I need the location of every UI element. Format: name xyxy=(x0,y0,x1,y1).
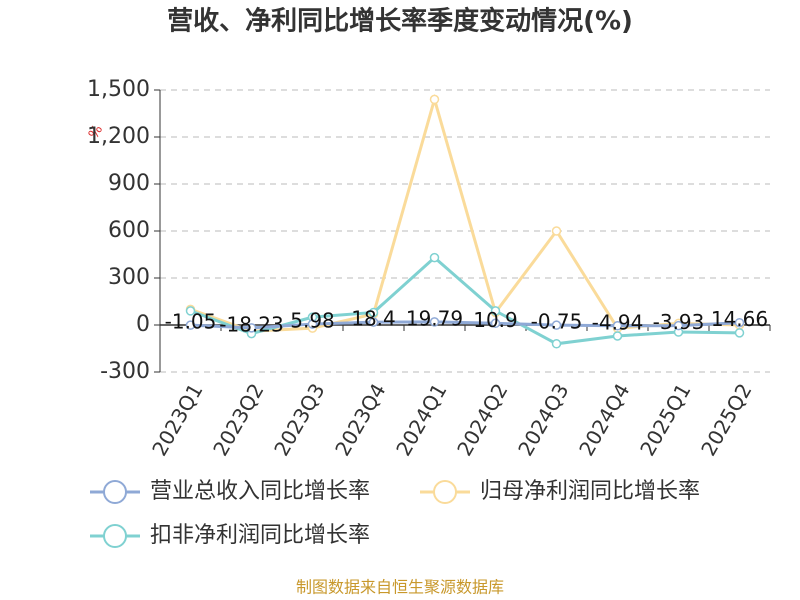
legend-label: 扣非净利润同比增长率 xyxy=(150,523,370,548)
point xyxy=(612,321,623,331)
point xyxy=(246,323,257,333)
point xyxy=(673,320,684,331)
x-tick-label: 2023Q2 xyxy=(208,379,268,460)
point xyxy=(734,317,745,328)
x-tick-label: 2024Q3 xyxy=(513,379,573,460)
series-line xyxy=(189,93,740,333)
x-tick-label: 2023Q1 xyxy=(147,379,207,460)
point xyxy=(490,306,501,316)
series-line xyxy=(190,320,740,330)
point xyxy=(368,307,379,318)
point xyxy=(612,331,623,341)
point xyxy=(551,339,562,349)
data-label: -18.23 xyxy=(219,312,283,336)
data-label: -3.93 xyxy=(653,310,705,334)
point xyxy=(429,317,440,327)
y-tick-label: -300 xyxy=(100,359,150,384)
point xyxy=(368,317,379,327)
data-label: 19.79 xyxy=(406,306,463,330)
y-tick-label: 900 xyxy=(108,171,150,196)
point xyxy=(429,252,440,263)
x-tick-label: 2025Q1 xyxy=(635,379,695,460)
legend-marker xyxy=(433,480,457,504)
point xyxy=(551,320,562,330)
point xyxy=(429,94,440,105)
point xyxy=(551,226,562,236)
data-label: -1.05 xyxy=(165,310,217,334)
point xyxy=(734,328,745,338)
x-tick-label: 2025Q2 xyxy=(696,379,756,460)
chart-title: 营收、净利同比增长率季度变动情况(%) xyxy=(167,6,633,37)
point xyxy=(490,318,501,329)
y-tick-label: 1,500 xyxy=(87,77,150,102)
legend-marker xyxy=(103,524,127,548)
data-label: 18.4 xyxy=(351,307,396,331)
x-tick-label: 2023Q4 xyxy=(330,379,390,460)
data-label: 10.9 xyxy=(473,308,518,332)
x-tick-label: 2024Q4 xyxy=(574,379,634,460)
data-label: -4.94 xyxy=(592,310,644,334)
data-label: -0.75 xyxy=(531,310,583,334)
y-tick-label: 0 xyxy=(136,312,150,337)
point xyxy=(185,306,196,316)
x-tick-label: 2024Q1 xyxy=(391,379,451,460)
legend-label: 归母净利润同比增长率 xyxy=(480,479,700,504)
point xyxy=(307,319,318,329)
legend-marker xyxy=(103,480,127,504)
point xyxy=(185,320,196,330)
x-tick-label: 2024Q2 xyxy=(452,379,512,460)
legend-label: 营业总收入同比增长率 xyxy=(150,479,370,504)
source-note: 制图数据来自恒生聚源数据库 xyxy=(296,578,504,597)
y-tick-label: 1,200 xyxy=(87,124,150,149)
data-label: 5.98 xyxy=(290,309,335,333)
data-label: 14.66 xyxy=(711,307,768,331)
y-tick-label: 300 xyxy=(108,265,150,290)
y-tick-label: 600 xyxy=(108,218,150,243)
x-tick-label: 2023Q3 xyxy=(269,379,329,460)
